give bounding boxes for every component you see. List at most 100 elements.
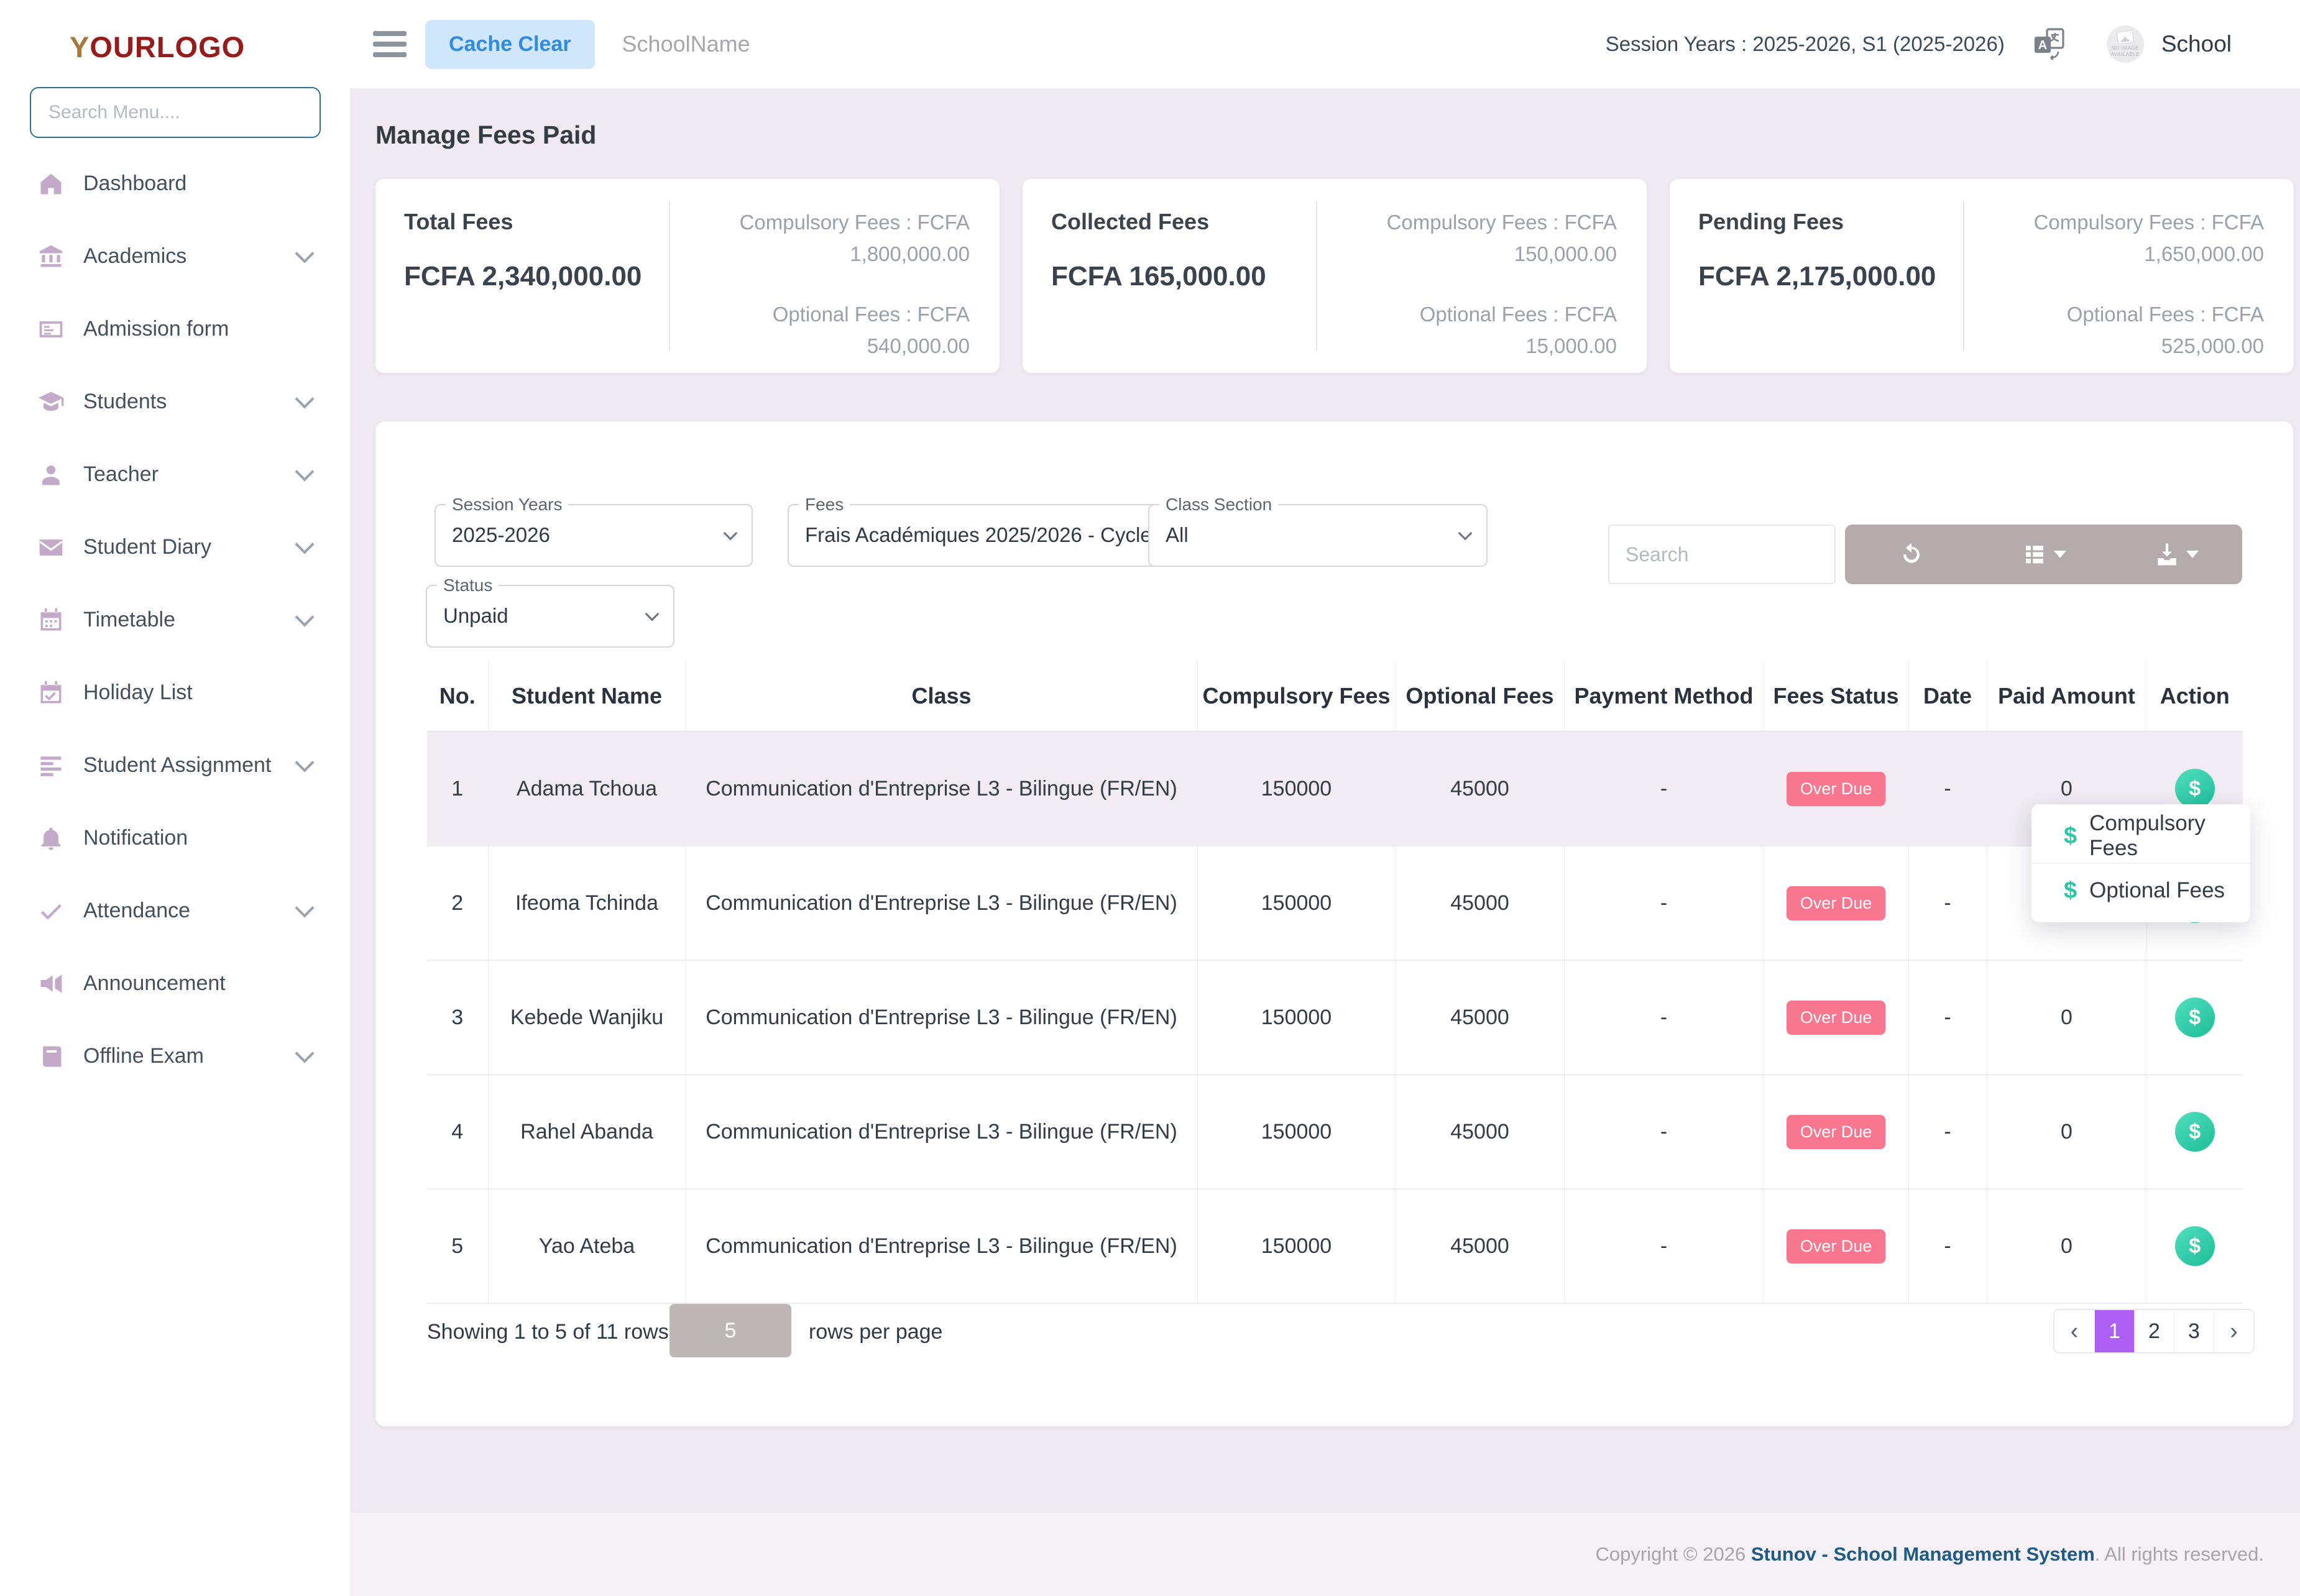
- fees-table: No. Student Name Class Compulsory Fees O…: [427, 661, 2243, 1304]
- table-header-row: No. Student Name Class Compulsory Fees O…: [427, 661, 2243, 732]
- card-title: Total Fees: [404, 209, 513, 234]
- page-button-1[interactable]: 1: [2094, 1310, 2134, 1352]
- columns-icon: [2025, 546, 2043, 564]
- table-row: 1 Adama Tchoua Communication d'Entrepris…: [427, 732, 2243, 846]
- footer: Copyright © 2026 Stunov - School Managem…: [350, 1513, 2300, 1596]
- dollar-icon: $: [2064, 877, 2077, 904]
- sidebar-item-label: Academics: [83, 244, 187, 268]
- chevron-down-icon: [295, 461, 315, 482]
- rows-per-page-button[interactable]: 5: [669, 1304, 791, 1357]
- compulsory-fees-line: Compulsory Fees : FCFA 150,000.00: [1386, 211, 1617, 266]
- sidebar-item-dashboard[interactable]: Dashboard: [0, 147, 350, 220]
- table-row: 4 Rahel Abanda Communication d'Entrepris…: [427, 1075, 2243, 1190]
- page-button-3[interactable]: 3: [2174, 1310, 2214, 1352]
- sidebar-item-teacher[interactable]: Teacher: [0, 438, 350, 511]
- sidebar-item-label: Offline Exam: [83, 1044, 205, 1068]
- export-button[interactable]: [2110, 525, 2242, 584]
- avatar[interactable]: NO IMAGE AVAILABLE: [2106, 25, 2144, 63]
- columns-button[interactable]: [1977, 525, 2110, 584]
- collected-fees-card: Collected Fees FCFA 165,000.00 Compulsor…: [1023, 179, 1647, 373]
- cache-clear-button[interactable]: Cache Clear: [425, 19, 595, 69]
- diary-icon: [36, 533, 66, 562]
- divider: [1315, 201, 1317, 351]
- translate-icon[interactable]: A: [2033, 27, 2066, 62]
- sidebar-item-announcement[interactable]: Announcement: [0, 947, 350, 1020]
- profile-name-label: School: [2161, 31, 2232, 57]
- logo-mark: Y: [70, 30, 90, 63]
- chevron-down-icon: [295, 243, 315, 264]
- status-badge: Over Due: [1786, 1229, 1886, 1264]
- download-icon: [2157, 543, 2176, 566]
- col-optional-fees: Optional Fees: [1395, 661, 1564, 732]
- col-payment-method: Payment Method: [1563, 661, 1764, 732]
- sidebar-item-offline-exam[interactable]: Offline Exam: [0, 1020, 350, 1093]
- next-page-button[interactable]: ›: [2214, 1310, 2253, 1352]
- sidebar-item-attendance[interactable]: Attendance: [0, 874, 350, 947]
- sidebar-menu: Dashboard Academics Admission form Stude…: [0, 147, 350, 1093]
- card-title: Pending Fees: [1698, 209, 1844, 234]
- teacher-icon: [36, 460, 66, 490]
- sidebar-item-label: Teacher: [83, 462, 159, 486]
- chevron-down-icon: [723, 526, 738, 541]
- pay-fees-button[interactable]: $: [2174, 1226, 2215, 1266]
- copyright-text: Copyright © 2026: [1595, 1543, 1751, 1565]
- compulsory-fees-line: Compulsory Fees : FCFA 1,650,000.00: [2033, 211, 2264, 266]
- menu-search-input[interactable]: [30, 87, 321, 138]
- assignment-icon: [36, 751, 66, 781]
- col-class: Class: [685, 661, 1197, 732]
- pay-fees-button[interactable]: $: [2174, 769, 2215, 809]
- table-toolbar: [1845, 525, 2242, 584]
- sidebar-item-student-assignment[interactable]: Student Assignment: [0, 729, 350, 802]
- sidebar-item-label: Student Diary: [83, 535, 211, 559]
- timetable-icon: [36, 605, 66, 635]
- summary-cards: Total Fees FCFA 2,340,000.00 Compulsory …: [375, 179, 2294, 373]
- footer-link[interactable]: Stunov - School Management System: [1750, 1543, 2095, 1565]
- table-row: 5 Yao Ateba Communication d'Entreprise L…: [427, 1189, 2243, 1304]
- page-button-2[interactable]: 2: [2134, 1310, 2174, 1352]
- menu-item-optional-fees[interactable]: $ Optional Fees: [2064, 877, 2225, 904]
- table-search-input[interactable]: [1608, 525, 1836, 584]
- status-select[interactable]: Status Unpaid: [426, 576, 674, 648]
- col-action: Action: [2146, 661, 2243, 732]
- bell-icon: [36, 823, 66, 853]
- class-section-select[interactable]: Class Section All: [1148, 495, 1488, 567]
- session-years-select[interactable]: Session Years 2025-2026: [435, 495, 753, 567]
- caret-down-icon: [2186, 551, 2199, 558]
- refresh-button[interactable]: [1845, 525, 1977, 584]
- attendance-icon: [36, 896, 66, 926]
- home-icon: [36, 169, 66, 199]
- optional-fees-line: Optional Fees : FCFA 15,000.00: [1419, 303, 1617, 358]
- sidebar-item-label: Student Assignment: [83, 753, 272, 777]
- sidebar-item-notification[interactable]: Notification: [0, 802, 350, 874]
- caret-down-icon: [2053, 551, 2066, 558]
- fees-panel: Session Years 2025-2026 Fees Frais Acadé…: [375, 421, 2293, 1426]
- sidebar-item-label: Students: [83, 390, 167, 413]
- col-paid-amount: Paid Amount: [1986, 661, 2146, 732]
- logo: YOURLOGO: [0, 0, 350, 93]
- prev-page-button[interactable]: ‹: [2054, 1310, 2094, 1352]
- pay-fees-button[interactable]: $: [2174, 1112, 2215, 1152]
- sidebar-item-timetable[interactable]: Timetable: [0, 584, 350, 656]
- academics-icon: [36, 242, 66, 272]
- pay-fees-dropdown: $ Compulsory Fees $ Optional Fees: [2031, 804, 2250, 922]
- status-badge: Over Due: [1786, 886, 1886, 920]
- status-badge: Over Due: [1786, 771, 1886, 806]
- sidebar-item-label: Dashboard: [83, 172, 187, 195]
- session-years-label: Session Years : 2025-2026, S1 (2025-2026…: [1605, 32, 2005, 55]
- menu-icon[interactable]: [373, 31, 407, 57]
- refresh-icon: [1903, 543, 1920, 563]
- sidebar-item-academics[interactable]: Academics: [0, 220, 350, 293]
- sidebar-item-label: Timetable: [83, 608, 176, 631]
- sidebar-item-admission-form[interactable]: Admission form: [0, 293, 350, 365]
- fees-select[interactable]: Fees Frais Académiques 2025/2026 - Cycle…: [788, 495, 1203, 567]
- sidebar-item-student-diary[interactable]: Student Diary: [0, 511, 350, 584]
- chevron-down-icon: [295, 897, 315, 918]
- sidebar-item-holiday-list[interactable]: Holiday List: [0, 656, 350, 729]
- pay-fees-button[interactable]: $: [2174, 998, 2215, 1037]
- card-value: FCFA 2,340,000.00: [404, 261, 642, 291]
- chevron-down-icon: [295, 388, 315, 409]
- sidebar-item-students[interactable]: Students: [0, 365, 350, 438]
- sidebar-item-label: Announcement: [83, 971, 226, 995]
- menu-item-compulsory-fees[interactable]: $ Compulsory Fees: [2064, 811, 2206, 860]
